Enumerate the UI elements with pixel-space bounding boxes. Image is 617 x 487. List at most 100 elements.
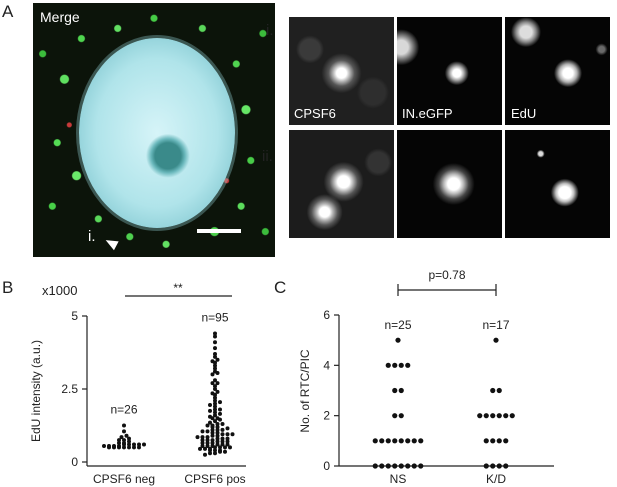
b-data-point [215, 442, 220, 447]
b-count-label: n=95 [201, 311, 228, 325]
c-data-point [398, 438, 404, 444]
c-data-point [496, 413, 502, 419]
c-data-point [392, 413, 398, 419]
b-y-tick-label: 2.5 [61, 382, 78, 396]
c-data-point [405, 463, 411, 469]
b-data-point [127, 436, 131, 441]
c-data-point [503, 413, 509, 419]
row-label-ii: ii. [262, 148, 273, 165]
c-data-point [493, 337, 499, 343]
c-data-point [496, 387, 502, 394]
b-data-point [107, 443, 111, 448]
b-data-point [119, 435, 124, 440]
b-data-point [137, 442, 141, 447]
c-data-point [392, 362, 398, 368]
eGFP-channel-label: IN.eGFP [402, 106, 453, 121]
b-data-point [205, 435, 210, 440]
b-data-point [220, 432, 225, 437]
b-data-point [213, 404, 217, 409]
c-data-point [477, 413, 483, 419]
b-data-point [132, 445, 136, 450]
c-data-point [398, 413, 404, 419]
b-data-point [215, 424, 220, 429]
b-data-point [215, 357, 220, 362]
c-data-point [483, 463, 489, 469]
c-data-point [418, 438, 424, 444]
b-data-point [200, 429, 205, 434]
c-data-point [385, 362, 391, 368]
inset-marker-label: i. [88, 228, 96, 245]
row-ii-edu-image [505, 130, 610, 238]
c-data-point [483, 413, 489, 419]
b-data-point [127, 445, 131, 450]
c-data-point [490, 438, 496, 444]
b-data-point [200, 435, 205, 440]
panel-c-y-label: No. of RTC/PIC [298, 349, 312, 432]
c-data-point [405, 362, 411, 368]
b-data-point [215, 389, 220, 394]
b-data-point [210, 391, 215, 396]
b-data-point [117, 443, 121, 448]
c-data-point [385, 438, 391, 444]
b-data-point [132, 442, 136, 447]
b-data-point [225, 442, 230, 447]
b-data-point [210, 443, 215, 448]
row-ii-eGFP-image [397, 130, 502, 238]
b-data-point [213, 410, 217, 415]
b-data-point [208, 408, 212, 413]
b-data-point [213, 351, 217, 356]
b-data-point [215, 416, 220, 421]
b-data-point [208, 414, 212, 419]
b-data-point [213, 395, 217, 400]
panel-b-count-labels: n=26 n=95 [110, 311, 228, 417]
c-category-label: K/D [486, 472, 506, 486]
c-data-point [372, 438, 378, 444]
c-data-point [392, 438, 398, 444]
b-data-point [122, 429, 126, 434]
b-data-point [213, 354, 217, 359]
b-category-label: CPSF6 pos [184, 472, 245, 486]
b-data-point [220, 439, 225, 444]
c-data-point [490, 387, 496, 394]
b-data-point [215, 381, 220, 386]
b-data-point [122, 423, 126, 428]
b-data-point [208, 451, 212, 456]
b-data-point [122, 438, 126, 443]
c-data-point [379, 463, 385, 469]
panel-c-dots [372, 337, 515, 469]
b-data-point [220, 442, 225, 447]
b-data-point [208, 403, 212, 408]
b-data-point [228, 445, 232, 450]
panel-c-axes [338, 284, 554, 467]
c-y-tick-label: 4 [323, 358, 330, 372]
b-data-point [122, 441, 126, 446]
b-data-point [142, 442, 146, 447]
row-i-eGFP-image [397, 17, 502, 125]
b-data-point [220, 436, 225, 441]
c-category-label: NS [390, 472, 407, 486]
b-data-point [218, 445, 222, 450]
c-data-point [405, 438, 411, 444]
b-y-tick-label: 5 [71, 309, 78, 323]
b-data-point [112, 443, 116, 448]
b-data-point [213, 346, 217, 351]
panel-c-count-labels: n=25 n=17 [384, 318, 509, 332]
merge-image [33, 3, 275, 257]
b-data-point [213, 340, 217, 345]
c-data-point [392, 387, 398, 394]
c-data-point [379, 438, 385, 444]
b-data-point [213, 334, 217, 339]
b-data-point [215, 436, 220, 441]
c-y-tick-label: 2 [323, 409, 330, 423]
c-data-point [503, 463, 509, 469]
b-count-label: n=26 [110, 403, 137, 417]
b-data-point [218, 400, 222, 405]
b-data-point [223, 445, 227, 450]
b-data-point [208, 420, 212, 425]
b-data-point [215, 430, 220, 435]
b-data-point [225, 432, 230, 437]
c-data-point [372, 463, 378, 469]
b-data-point [208, 446, 212, 451]
b-data-point [210, 430, 215, 435]
b-data-point [205, 423, 210, 428]
